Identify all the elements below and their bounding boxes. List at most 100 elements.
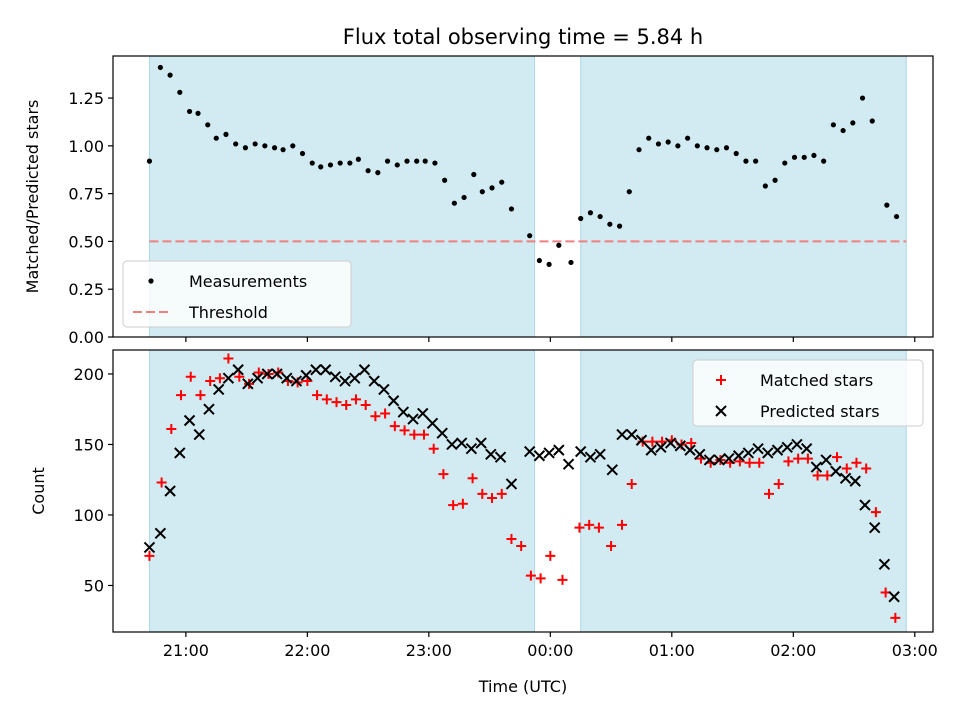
predicted-star-point bbox=[426, 417, 439, 430]
matched-star-point bbox=[144, 550, 155, 561]
predicted-star-point bbox=[849, 475, 861, 487]
matched-star-point bbox=[783, 456, 794, 467]
predicted-star-point bbox=[290, 375, 303, 387]
predicted-star-point bbox=[553, 444, 565, 456]
predicted-star-point bbox=[397, 406, 410, 418]
y-tick-label: 0.25 bbox=[68, 280, 104, 299]
predicted-star-point bbox=[888, 591, 900, 603]
predicted-star-point bbox=[606, 464, 618, 476]
matched-star-point bbox=[557, 574, 568, 585]
measurement-point bbox=[146, 158, 153, 164]
matched-star-point bbox=[176, 390, 187, 401]
y-tick-label: 1.25 bbox=[68, 89, 104, 108]
y-tick-label: 200 bbox=[73, 365, 104, 384]
x-tick-label: 22:00 bbox=[284, 641, 330, 660]
matched-star-point bbox=[506, 533, 517, 544]
predicted-star-point bbox=[533, 450, 546, 462]
measurement-point bbox=[869, 118, 875, 124]
x-tick-label: 02:00 bbox=[770, 641, 816, 660]
predicted-star-point bbox=[475, 437, 487, 449]
matched-star-point bbox=[832, 452, 843, 463]
predicted-star-point bbox=[251, 372, 264, 384]
y-tick-label: 50 bbox=[84, 576, 104, 595]
measurement-point bbox=[840, 127, 846, 134]
matched-star-point bbox=[477, 488, 488, 499]
legend: Measurements Threshold bbox=[122, 260, 352, 328]
matched-star-point bbox=[617, 519, 628, 530]
predicted-star-point bbox=[868, 521, 881, 534]
measurement-point bbox=[723, 145, 730, 151]
measurement-point bbox=[479, 189, 485, 195]
matched-star-point bbox=[535, 573, 546, 584]
measurement-point bbox=[546, 261, 552, 267]
measurement-point bbox=[252, 141, 258, 147]
legend-label: Measurements bbox=[189, 272, 307, 291]
y-tick-label: 150 bbox=[73, 435, 104, 454]
legend-predicted-marker bbox=[715, 405, 727, 417]
predicted-star-point bbox=[349, 372, 361, 384]
measurement-point bbox=[327, 162, 334, 168]
predicted-star-point bbox=[271, 368, 283, 380]
measurement-point bbox=[859, 95, 866, 101]
predicted-star-point bbox=[154, 527, 167, 540]
predicted-star-point bbox=[664, 437, 677, 449]
measurement-point bbox=[223, 131, 229, 137]
y-tick-label: 100 bbox=[73, 506, 104, 525]
y-axis-label: Matched/Predicted stars bbox=[23, 100, 42, 294]
predicted-star-point bbox=[626, 428, 638, 441]
matched-star-point bbox=[380, 408, 391, 419]
x-tick-label: 00:00 bbox=[527, 641, 573, 660]
measurement-point bbox=[290, 143, 296, 149]
measurement-point bbox=[850, 120, 856, 126]
matched-star-point bbox=[626, 478, 637, 489]
legend-measurement-marker bbox=[148, 278, 154, 284]
measurement-point bbox=[375, 170, 381, 176]
predicted-star-point bbox=[781, 441, 793, 453]
predicted-star-point bbox=[446, 438, 458, 451]
predicted-star-point bbox=[407, 413, 419, 425]
legend-label: Matched stars bbox=[760, 371, 873, 390]
predicted-star-point bbox=[417, 407, 429, 420]
predicted-star-point bbox=[232, 364, 244, 376]
predicted-star-point bbox=[212, 383, 225, 396]
measurement-point bbox=[616, 223, 623, 229]
predicted-star-point bbox=[791, 438, 803, 451]
measurement-point bbox=[568, 259, 574, 266]
measurement-point bbox=[186, 108, 193, 115]
predicted-star-point bbox=[859, 499, 871, 511]
measurement-point bbox=[626, 189, 632, 195]
matched-star-point bbox=[156, 477, 167, 488]
predicted-star-point bbox=[183, 414, 196, 427]
predicted-star-point bbox=[436, 427, 448, 439]
predicted-star-point bbox=[771, 444, 784, 456]
predicted-star-point bbox=[329, 371, 342, 383]
matched-star-point bbox=[321, 394, 332, 405]
predicted-star-point bbox=[174, 447, 186, 459]
predicted-star-point bbox=[584, 451, 597, 463]
measurement-point bbox=[213, 135, 219, 141]
measurement-point bbox=[753, 158, 759, 164]
matched-star-point bbox=[185, 371, 196, 382]
measurement-point bbox=[309, 160, 315, 166]
matched-star-point bbox=[399, 425, 410, 436]
legend-box bbox=[692, 359, 924, 427]
predicted-star-point bbox=[143, 541, 156, 554]
x-tick-label: 21:00 bbox=[163, 641, 209, 660]
measurement-point bbox=[422, 158, 428, 164]
matched-star-point bbox=[214, 373, 225, 384]
x-tick-label: 03:00 bbox=[892, 641, 938, 660]
y-tick-label: 0.50 bbox=[68, 232, 104, 251]
predicted-star-point bbox=[300, 369, 312, 382]
measurement-point bbox=[471, 171, 477, 178]
matched-star-point bbox=[593, 522, 604, 533]
measurement-point bbox=[499, 179, 505, 185]
predicted-star-point bbox=[281, 372, 293, 384]
matched-star-point bbox=[545, 550, 556, 561]
measurement-point bbox=[318, 164, 324, 170]
measurement-point bbox=[347, 160, 353, 166]
observing-interval-1 bbox=[148, 349, 536, 633]
matched-star-point bbox=[448, 500, 459, 511]
matched-star-point bbox=[205, 376, 216, 387]
y-axis-label: Count bbox=[29, 467, 48, 515]
